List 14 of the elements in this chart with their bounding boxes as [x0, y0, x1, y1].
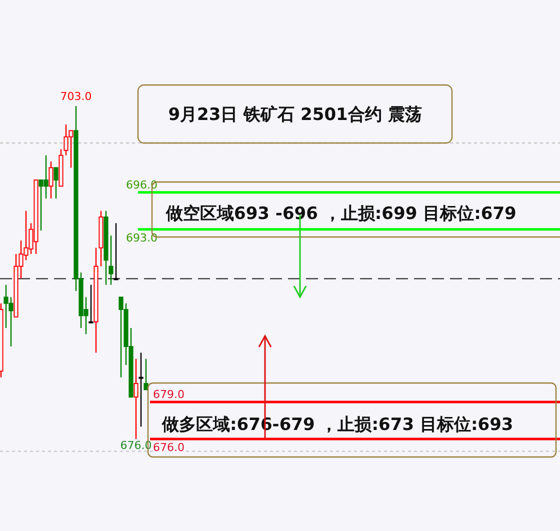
- ref-line-label: 679.0: [153, 388, 184, 401]
- text: 做空区域693 -696 ，止损:699 目标位:679: [165, 204, 516, 224]
- candlestick: [144, 358, 148, 390]
- candlestick: [114, 222, 118, 280]
- ref-line-label: 676.0: [153, 441, 184, 454]
- annotation: 703.0: [60, 90, 92, 103]
- candlestick: [134, 358, 138, 440]
- candlestick: [54, 167, 58, 200]
- candlestick: [88, 284, 94, 324]
- candlestick: [138, 352, 144, 428]
- ref-line-label: 693.0: [126, 231, 158, 244]
- text: 9月23日 铁矿石 2501合约 震荡: [168, 105, 422, 125]
- candlestick: [48, 160, 54, 200]
- candlestick: [108, 234, 114, 286]
